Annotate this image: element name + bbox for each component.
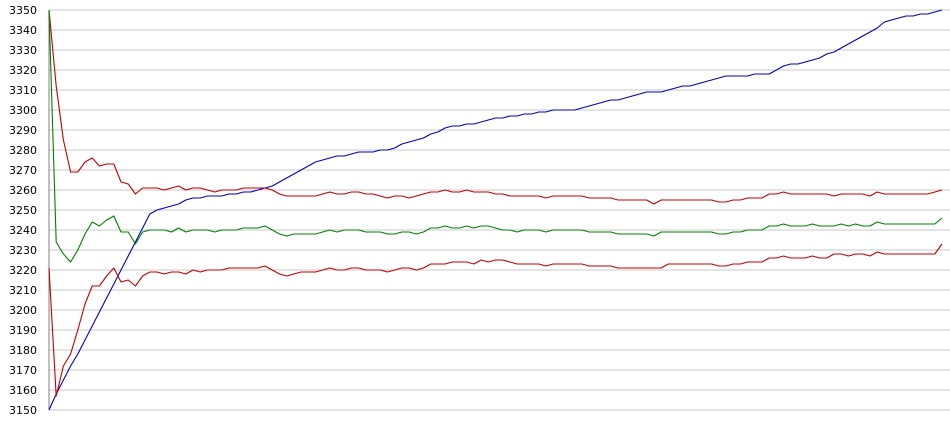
series-lines bbox=[48, 9, 943, 411]
y-tick-label: 3270 bbox=[9, 164, 37, 177]
grid-lines bbox=[49, 9, 950, 411]
y-tick-label: 3320 bbox=[9, 64, 37, 77]
y-tick-label: 3350 bbox=[9, 4, 37, 17]
series-line-blue bbox=[48, 9, 943, 411]
y-tick-label: 3240 bbox=[9, 224, 37, 237]
y-tick-label: 3230 bbox=[9, 244, 37, 257]
y-tick-label: 3170 bbox=[9, 364, 37, 377]
y-tick-labels: 3150 3160 3170 3180 3190 3200 3210 3220 3230 3240… bbox=[9, 4, 37, 417]
y-tick-label: 3310 bbox=[9, 84, 37, 97]
y-tick-label: 3200 bbox=[9, 304, 37, 317]
series-line-lower-red bbox=[48, 243, 943, 397]
y-tick-label: 3250 bbox=[9, 204, 37, 217]
y-tick-label: 3340 bbox=[9, 24, 37, 37]
y-tick-label: 3330 bbox=[9, 44, 37, 57]
series-line-upper-red bbox=[48, 9, 943, 205]
y-tick-label: 3260 bbox=[9, 184, 37, 197]
y-tick-label: 3160 bbox=[9, 384, 37, 397]
y-tick-label: 3280 bbox=[9, 144, 37, 157]
y-tick-label: 3290 bbox=[9, 124, 37, 137]
y-tick-label: 3150 bbox=[9, 404, 37, 417]
y-tick-label: 3300 bbox=[9, 104, 37, 117]
series-line-green bbox=[48, 9, 943, 263]
y-tick-label: 3180 bbox=[9, 344, 37, 357]
y-tick-label: 3210 bbox=[9, 284, 37, 297]
y-tick-label: 3190 bbox=[9, 324, 37, 337]
y-tick-label: 3220 bbox=[9, 264, 37, 277]
